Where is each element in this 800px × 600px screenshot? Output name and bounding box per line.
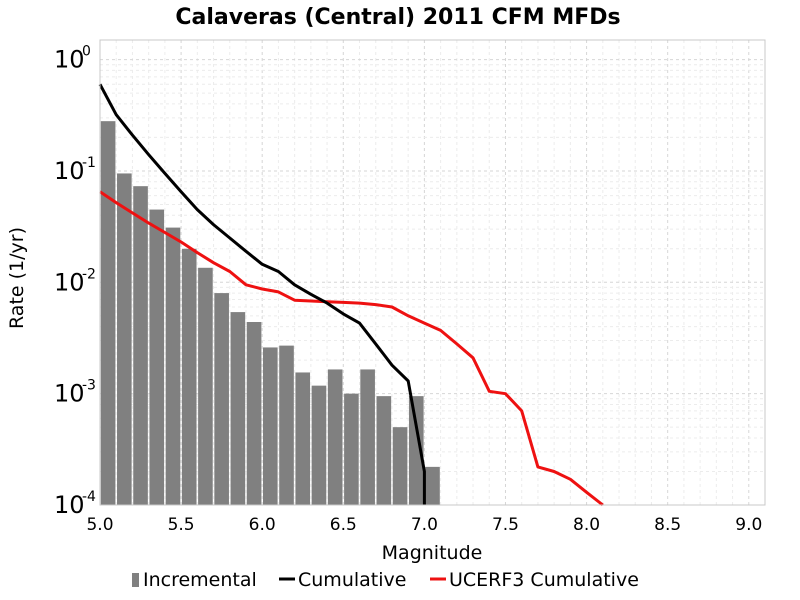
incremental-bars bbox=[100, 121, 440, 506]
x-axis-label: Magnitude bbox=[382, 542, 483, 564]
incremental-bar bbox=[376, 396, 392, 505]
y-tick-label: 10 bbox=[54, 268, 85, 296]
y-tick-label: 10 bbox=[54, 380, 85, 408]
incremental-bar bbox=[117, 173, 132, 505]
legend: Incremental Cumulative UCERF3 Cumulative bbox=[132, 569, 639, 591]
x-tick-label: 7.0 bbox=[411, 515, 438, 535]
incremental-bar bbox=[408, 396, 424, 505]
x-tick-label: 7.5 bbox=[492, 515, 519, 535]
y-axis-label: Rate (1/yr) bbox=[6, 227, 28, 329]
y-tick-label: 10 bbox=[54, 46, 85, 74]
incremental-bar bbox=[295, 372, 311, 505]
incremental-bar bbox=[360, 369, 375, 505]
x-tick-label: 6.5 bbox=[330, 515, 357, 535]
incremental-bar bbox=[327, 369, 343, 505]
incremental-bar bbox=[262, 347, 278, 505]
x-tick-label: 9.0 bbox=[735, 515, 762, 535]
x-tick-label: 5.0 bbox=[86, 515, 113, 535]
incremental-bar bbox=[311, 385, 327, 505]
legend-label-incremental: Incremental bbox=[143, 569, 257, 591]
x-tick-label: 8.0 bbox=[573, 515, 600, 535]
chart-title: Calaveras (Central) 2011 CFM MFDs bbox=[175, 5, 620, 30]
incremental-bar bbox=[181, 248, 197, 505]
x-axis-ticks: 5.0 5.5 6.0 6.5 7.0 7.5 8.0 8.5 9.0 bbox=[86, 515, 762, 535]
incremental-bar bbox=[149, 209, 165, 506]
x-tick-label: 8.5 bbox=[654, 515, 681, 535]
series-lines bbox=[98, 83, 604, 507]
legend-label-ucerf3: UCERF3 Cumulative bbox=[449, 569, 639, 591]
y-tick-exponent: -1 bbox=[82, 155, 96, 171]
incremental-bar bbox=[214, 293, 229, 505]
legend-swatch-incremental bbox=[132, 573, 139, 587]
plot-area-border bbox=[99, 39, 766, 506]
incremental-bar bbox=[425, 466, 440, 505]
y-tick-exponent: -4 bbox=[82, 489, 96, 505]
incremental-bar bbox=[392, 427, 408, 505]
incremental-bar bbox=[230, 312, 246, 505]
x-tick-label: 6.0 bbox=[249, 515, 276, 535]
incremental-bar bbox=[133, 186, 148, 505]
incremental-bar bbox=[198, 267, 213, 505]
y-tick-label: 10 bbox=[54, 491, 85, 519]
incremental-bar bbox=[344, 393, 359, 505]
ucerf3-cumulative-line bbox=[99, 190, 604, 507]
incremental-bar bbox=[165, 227, 181, 506]
y-tick-exponent: -2 bbox=[82, 266, 96, 282]
cumulative-line bbox=[98, 83, 426, 505]
x-tick-label: 5.5 bbox=[168, 515, 195, 535]
y-tick-label: 10 bbox=[54, 157, 85, 185]
incremental-bar bbox=[246, 322, 262, 505]
y-tick-exponent: 0 bbox=[82, 44, 91, 60]
legend-label-cumulative: Cumulative bbox=[298, 569, 406, 591]
incremental-bar bbox=[100, 121, 116, 506]
y-tick-exponent: -3 bbox=[82, 378, 96, 394]
incremental-bar bbox=[279, 345, 294, 505]
